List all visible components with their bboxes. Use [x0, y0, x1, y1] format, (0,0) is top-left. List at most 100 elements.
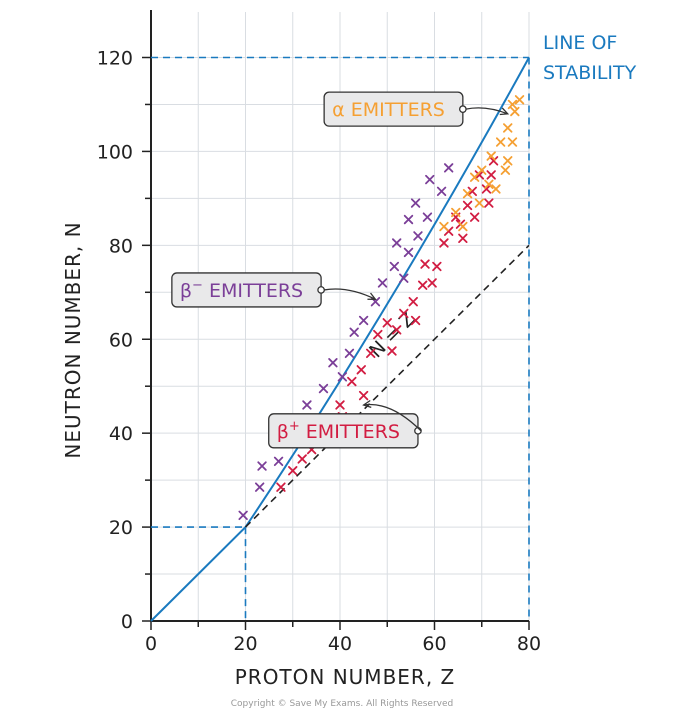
beta-minus-marker — [443, 163, 454, 173]
beta-plus-marker — [467, 186, 477, 197]
stability-label-line1: LINE OF — [543, 32, 617, 54]
beta-minus-marker — [344, 348, 355, 359]
n-equals-z-line — [244, 244, 530, 528]
beta-minus-marker — [389, 261, 400, 272]
alpha-marker — [503, 123, 513, 133]
x-tick-label: 60 — [422, 633, 446, 655]
beta-plus-marker — [356, 365, 366, 375]
y-tick-label: 80 — [109, 235, 133, 257]
beta-plus-marker — [408, 296, 418, 307]
beta-plus-marker — [481, 184, 492, 194]
x-tick-label: 20 — [233, 633, 257, 655]
beta-minus-marker — [403, 247, 414, 258]
alpha-marker — [439, 221, 449, 232]
alpha-marker — [507, 137, 518, 147]
beta-plus-marker — [417, 280, 428, 290]
alpha-label-text: α EMITTERS — [332, 99, 445, 121]
x-tick-label: 40 — [328, 633, 352, 655]
alpha-marker — [514, 95, 525, 105]
beta-plus-marker — [276, 482, 286, 492]
beta-minus-marker — [337, 372, 348, 382]
alpha-arrow — [465, 107, 508, 115]
alpha-marker — [474, 198, 485, 208]
line-of-stability — [150, 57, 530, 622]
alpha-marker — [451, 207, 461, 218]
alpha-marker — [458, 221, 468, 232]
alpha-marker — [477, 165, 487, 175]
alpha-marker — [510, 106, 520, 117]
beta-plus-arrowhead — [362, 399, 372, 409]
beta-minus-label-dot — [317, 286, 325, 294]
y-axis-title: NEUTRON NUMBER, N — [61, 221, 85, 458]
reference-lines — [151, 56, 530, 621]
beta-plus-marker — [439, 238, 449, 248]
stability-label-line2: STABILITY — [543, 62, 637, 84]
beta-minus-arrow — [323, 288, 376, 300]
alpha-marker — [503, 156, 513, 166]
beta-plus-label: β+ EMITTERS — [268, 399, 422, 449]
beta-minus-arrowhead — [367, 292, 377, 300]
beta-minus-marker — [403, 214, 414, 225]
beta-plus-marker — [432, 261, 442, 272]
beta-minus-marker — [318, 383, 329, 394]
beta-minus-marker — [392, 238, 402, 248]
beta-plus-marker — [387, 346, 397, 356]
y-tick-label: 20 — [109, 517, 133, 539]
beta-minus-marker — [254, 482, 265, 492]
beta-plus-label-text: β+ EMITTERS — [277, 419, 400, 443]
alpha-marker — [495, 137, 506, 147]
y-tick-label: 100 — [97, 141, 133, 163]
alpha-label: α EMITTERS — [323, 91, 510, 127]
alpha-marker — [462, 188, 473, 199]
alpha-marker — [491, 184, 501, 194]
beta-plus-marker — [392, 325, 402, 335]
copyright-text: Copyright © Save My Exams. All Rights Re… — [231, 699, 453, 709]
beta-minus-marker — [349, 327, 359, 337]
alpha-marker — [469, 172, 480, 182]
beta-plus-marker — [410, 315, 421, 326]
alpha-arrowhead — [499, 107, 510, 116]
x-tick-label: 0 — [145, 633, 157, 655]
beta-minus-marker — [399, 273, 409, 283]
beta-plus-marker — [458, 233, 468, 243]
beta-plus-marker — [399, 308, 409, 319]
beta-plus-marker — [488, 156, 499, 166]
beta-minus-marker — [377, 278, 388, 288]
alpha-marker — [484, 179, 494, 189]
beta-minus-marker — [257, 461, 267, 471]
beta-plus-arrow — [363, 403, 422, 432]
beta-plus-marker — [474, 170, 485, 180]
y-tick-label: 120 — [97, 48, 133, 70]
beta-plus-marker — [420, 259, 430, 269]
beta-minus-marker — [273, 456, 284, 467]
beta-plus-marker — [347, 376, 357, 387]
alpha-marker — [507, 99, 518, 110]
beta-minus-marker — [425, 174, 435, 185]
beta-plus-marker — [358, 390, 369, 401]
alpha-marker — [486, 151, 496, 161]
beta-plus-marker — [382, 318, 392, 328]
x-tick-label: 80 — [517, 633, 541, 655]
y-tick-label: 60 — [109, 329, 133, 351]
annotation-labels: β− EMITTERS β+ EMITTERS α EMITTERS — [171, 91, 510, 449]
beta-plus-marker — [469, 212, 480, 222]
beta-minus-marker — [302, 400, 312, 410]
beta-plus-marker — [427, 278, 437, 288]
beta-minus-marker — [422, 212, 433, 222]
beta-plus-marker — [484, 198, 494, 208]
y-tick-label: 0 — [121, 611, 133, 633]
beta-minus-marker — [358, 315, 369, 326]
axes: 0 20 40 60 80 0 20 40 60 80 100 120 — [97, 10, 541, 655]
beta-plus-marker — [366, 348, 376, 359]
alpha-label-dot — [458, 105, 467, 114]
beta-minus-label-text: β− EMITTERS — [180, 278, 303, 302]
beta-minus-marker — [328, 358, 338, 368]
beta-minus-marker — [238, 510, 248, 521]
beta-plus-marker — [486, 170, 496, 180]
beta-minus-marker — [413, 231, 423, 241]
beta-plus-marker — [297, 454, 307, 464]
beta-minus-label: β− EMITTERS — [171, 272, 377, 308]
x-axis-title: PROTON NUMBER, Z — [235, 665, 456, 689]
beta-plus-marker — [462, 200, 473, 211]
